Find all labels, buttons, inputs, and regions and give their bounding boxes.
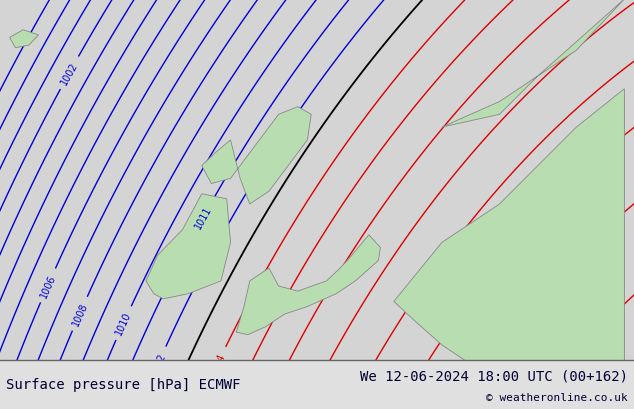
Text: 1011: 1011 <box>193 204 214 231</box>
Text: We 12-06-2024 18:00 UTC (00+162): We 12-06-2024 18:00 UTC (00+162) <box>359 369 628 382</box>
Polygon shape <box>146 194 231 299</box>
Text: 1010: 1010 <box>114 310 133 337</box>
Polygon shape <box>394 90 624 396</box>
Text: 1018: 1018 <box>349 377 369 403</box>
Text: 1006: 1006 <box>39 272 58 299</box>
Polygon shape <box>442 0 624 128</box>
Text: 1014: 1014 <box>208 351 228 377</box>
Text: 1008: 1008 <box>70 301 89 327</box>
Text: Surface pressure [hPa] ECMWF: Surface pressure [hPa] ECMWF <box>6 378 241 391</box>
Text: © weatheronline.co.uk: © weatheronline.co.uk <box>486 392 628 402</box>
Polygon shape <box>10 31 39 49</box>
Polygon shape <box>236 235 380 335</box>
Text: 1012: 1012 <box>148 351 168 377</box>
Text: 1002: 1002 <box>59 61 80 87</box>
Text: 1015: 1015 <box>223 389 242 409</box>
Polygon shape <box>202 107 311 204</box>
